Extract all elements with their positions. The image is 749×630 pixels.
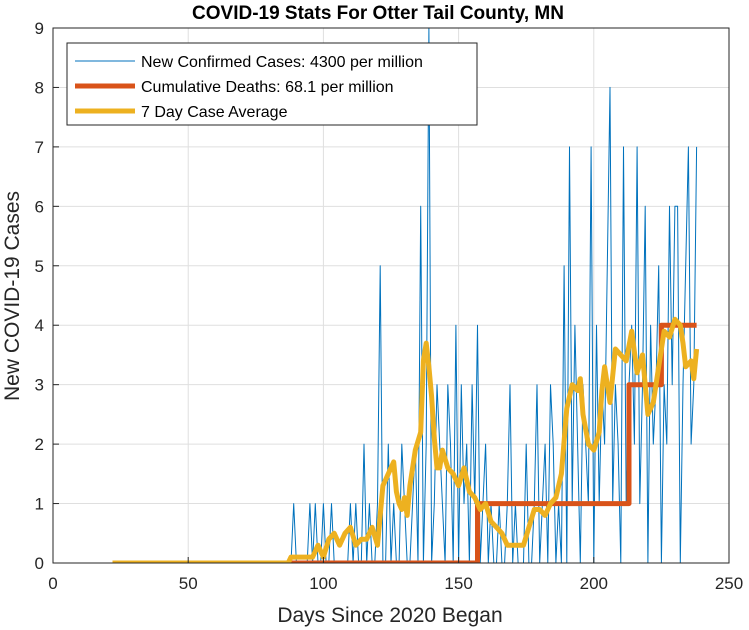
plot-area <box>112 28 700 563</box>
legend-box <box>66 42 478 126</box>
y-tick-label: 6 <box>35 197 44 216</box>
y-tick-label: 2 <box>35 435 44 454</box>
y-tick-label: 0 <box>35 554 44 573</box>
legend-entry: New Confirmed Cases: 4300 per million <box>141 54 423 71</box>
x-tick-label: 50 <box>179 574 198 593</box>
legend-entry: 7 Day Case Average <box>141 104 288 121</box>
x-axis-label: Days Since 2020 Began <box>277 604 502 627</box>
x-tick-label: 100 <box>309 574 337 593</box>
x-tick-label: 150 <box>444 574 472 593</box>
y-tick-label: 5 <box>35 257 44 276</box>
y-tick-label: 3 <box>35 376 44 395</box>
legend-entry: Cumulative Deaths: 68.1 per million <box>141 79 394 96</box>
y-tick-label: 4 <box>35 316 44 335</box>
y-tick-label: 1 <box>35 495 44 514</box>
x-tick-label: 250 <box>715 574 743 593</box>
y-tick-label: 8 <box>35 78 44 97</box>
x-tick-label: 200 <box>580 574 608 593</box>
chart-title: COVID-19 Stats For Otter Tail County, MN <box>192 3 564 24</box>
y-tick-label: 7 <box>35 138 44 157</box>
y-axis-label: New COVID-19 Cases <box>1 191 24 401</box>
axes-box <box>52 27 730 564</box>
legend: New Confirmed Cases: 4300 per million Cum… <box>66 42 478 126</box>
ticks: 0 50 100 150 200 250 0 1 2 3 4 5 6 7 8 9 <box>35 19 744 593</box>
seven-day-average-line <box>112 316 700 563</box>
y-tick-label: 9 <box>35 19 44 38</box>
x-tick-label: 0 <box>48 574 57 593</box>
